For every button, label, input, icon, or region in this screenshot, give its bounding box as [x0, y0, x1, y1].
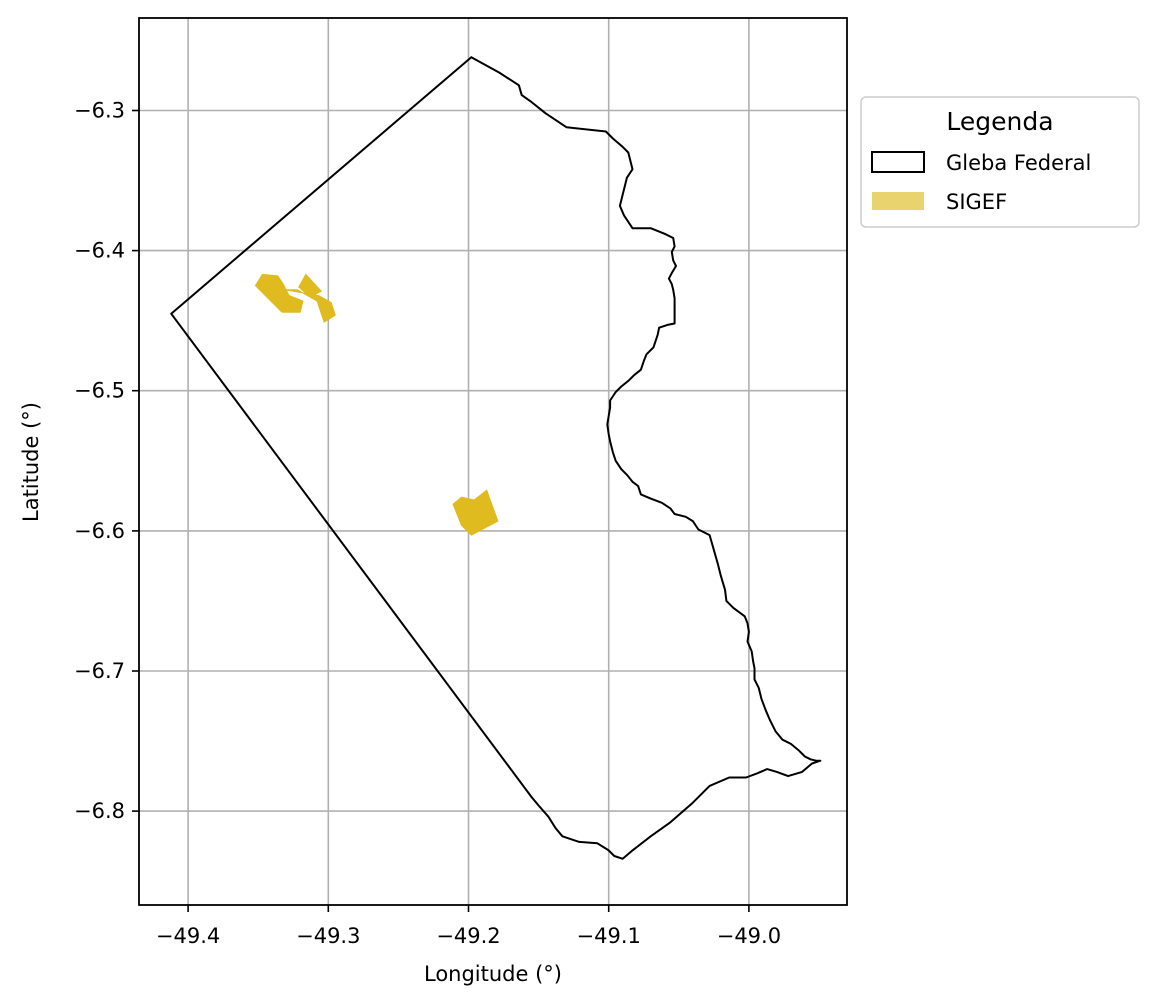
x-tick-label: −49.2: [436, 924, 500, 948]
x-tick-label: −49.0: [717, 924, 781, 948]
sigef-parcel-2: [284, 289, 336, 323]
y-tick-label: −6.6: [74, 519, 125, 543]
y-tick-label: −6.7: [74, 659, 125, 683]
gridlines: [139, 18, 847, 905]
legend-label-gleba-federal: Gleba Federal: [946, 151, 1091, 175]
sigef-parcel-1: [254, 273, 304, 313]
sigef-parcel-4: [452, 489, 499, 536]
y-tick-label: −6.3: [74, 99, 125, 123]
sigef-parcel-3: [298, 273, 323, 298]
legend: Legenda Gleba Federal SIGEF: [860, 96, 1140, 228]
y-tick-label: −6.4: [74, 239, 125, 263]
y-axis-label: Latitude (°): [19, 402, 43, 522]
axis-ticks: −49.4 −49.3 −49.2 −49.1 −49.0 −6.3 −6.4 −6.5 −6.…: [74, 99, 781, 949]
legend-title: Legenda: [946, 107, 1053, 136]
legend-label-sigef: SIGEF: [946, 190, 1007, 214]
y-tick-label: −6.8: [74, 799, 125, 823]
plot-frame: [138, 17, 848, 906]
x-tick-label: −49.3: [296, 924, 360, 948]
x-tick-label: −49.4: [156, 924, 220, 948]
gleba-federal-boundary: [170, 56, 822, 860]
legend-swatch-gleba-federal: [871, 151, 925, 173]
x-tick-label: −49.1: [577, 924, 641, 948]
legend-frame: [860, 96, 1140, 228]
map-layers: [170, 56, 822, 860]
y-tick-label: −6.5: [74, 379, 125, 403]
legend-swatch-sigef: [872, 192, 924, 210]
x-axis-label: Longitude (°): [424, 962, 562, 986]
